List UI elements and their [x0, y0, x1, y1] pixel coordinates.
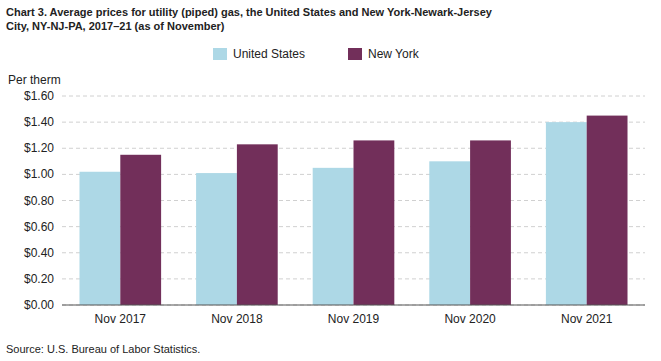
- y-tick-label: $1.20: [24, 141, 54, 155]
- x-tick-label: Nov 2018: [211, 312, 263, 326]
- grid-line: [62, 96, 645, 97]
- y-grid: [62, 96, 645, 305]
- bars: [79, 116, 627, 305]
- y-tick-label: $0.60: [24, 220, 54, 234]
- bar: [470, 140, 511, 305]
- legend: United States New York: [213, 47, 420, 61]
- source: Source: U.S. Bureau of Labor Statistics.: [6, 343, 200, 355]
- legend-label: New York: [368, 47, 420, 61]
- x-tick-label: Nov 2020: [444, 312, 496, 326]
- y-tick-label: $0.20: [24, 272, 54, 286]
- x-axis-line: [62, 305, 645, 306]
- bar: [79, 172, 120, 305]
- bar: [313, 168, 354, 305]
- bar: [120, 155, 161, 305]
- y-tick-label: $0.40: [24, 246, 54, 260]
- bar: [354, 140, 395, 305]
- chart-container: Chart 3. Average prices for utility (pip…: [0, 0, 661, 361]
- bar: [237, 144, 278, 305]
- title: Chart 3. Average prices for utility (pip…: [6, 6, 493, 32]
- bar: [546, 122, 587, 305]
- y-axis-label: Per therm: [8, 73, 61, 87]
- legend-swatch: [348, 48, 362, 60]
- x-tick-label: Nov 2019: [328, 312, 380, 326]
- title-line: City, NY-NJ-PA, 2017–21 (as of November): [6, 20, 225, 32]
- y-tick-label: $1.00: [24, 167, 54, 181]
- legend-swatch: [213, 48, 227, 60]
- grid-line: [62, 305, 645, 306]
- y-tick-label: $0.00: [24, 298, 54, 312]
- x-tick-label: Nov 2017: [95, 312, 147, 326]
- bar: [587, 116, 628, 305]
- legend-label: United States: [233, 47, 305, 61]
- bar: [429, 161, 470, 305]
- y-tick-label: $0.80: [24, 194, 54, 208]
- y-tick-label: $1.60: [24, 89, 54, 103]
- chart-svg: Chart 3. Average prices for utility (pip…: [0, 0, 661, 361]
- y-tick-label: $1.40: [24, 115, 54, 129]
- title-line: Chart 3. Average prices for utility (pip…: [6, 6, 493, 18]
- bar: [196, 173, 237, 305]
- x-tick-label: Nov 2021: [561, 312, 613, 326]
